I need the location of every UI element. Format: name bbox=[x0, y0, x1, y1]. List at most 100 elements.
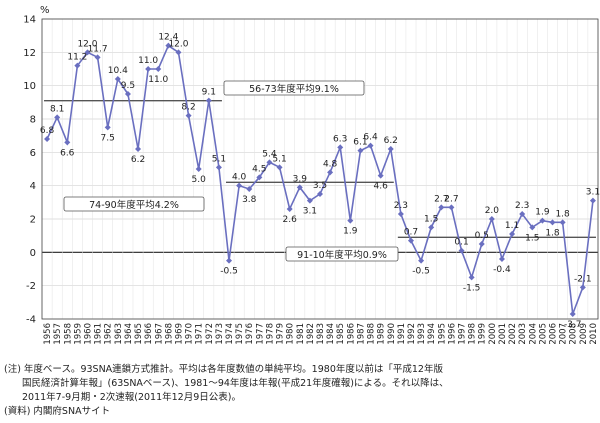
data-point bbox=[246, 186, 253, 192]
note-line-2: 国民経済計算年報」(63SNAベース)、1981～94年度は年報(平成21年度確… bbox=[22, 378, 449, 389]
data-point bbox=[226, 257, 233, 264]
data-point bbox=[589, 197, 596, 204]
x-tick-label: 1975 bbox=[235, 323, 245, 345]
y-axis-unit-label: % bbox=[40, 5, 50, 16]
axes: -4 -2 0 2 4 6 8 10 12 14 bbox=[23, 15, 599, 326]
data-point bbox=[468, 274, 475, 281]
x-tick-label: 1981 bbox=[296, 323, 306, 345]
x-tick-label: 1995 bbox=[437, 323, 447, 345]
data-point bbox=[276, 164, 283, 171]
x-tick-label: 1991 bbox=[397, 323, 407, 345]
x-tick-label: 2009 bbox=[579, 323, 589, 345]
x-tick-label: 2005 bbox=[538, 323, 548, 345]
note-line-3: 2011年7-9月期・2次速報(2011年12月9日公表)。 bbox=[22, 392, 241, 403]
y-tick-label: 0 bbox=[30, 248, 36, 259]
x-tick-label: 1979 bbox=[276, 323, 286, 345]
data-point bbox=[357, 147, 364, 154]
data-label: 1.5 bbox=[525, 233, 539, 243]
data-label: 6.2 bbox=[131, 155, 145, 165]
data-label: 4.6 bbox=[373, 182, 388, 192]
x-tick-label: 1972 bbox=[205, 323, 215, 345]
x-tick-label: 1976 bbox=[245, 323, 255, 345]
data-point bbox=[569, 311, 576, 317]
data-point bbox=[74, 62, 81, 69]
data-label: 0.5 bbox=[475, 231, 489, 241]
x-tick-label: 1956 bbox=[43, 323, 53, 345]
data-point bbox=[44, 136, 51, 142]
data-label: 1.8 bbox=[545, 228, 560, 238]
x-tick-label: 1970 bbox=[185, 323, 195, 345]
x-tick-label: 1971 bbox=[195, 323, 205, 345]
x-tick-labels: 1956 1957 1958 1959 1960 1961 1962 1963 1964 1965… bbox=[43, 323, 599, 345]
y-tick-label: 8 bbox=[30, 115, 36, 126]
x-tick-label: 2003 bbox=[518, 323, 528, 345]
data-label: 11.0 bbox=[148, 75, 168, 85]
data-label: 6.4 bbox=[363, 133, 378, 143]
data-label: 11.0 bbox=[138, 56, 158, 66]
y-tick-label: 2 bbox=[30, 215, 36, 226]
data-label: 6.3 bbox=[333, 134, 347, 144]
x-tick-label: 2010 bbox=[589, 323, 599, 345]
data-label: 1.5 bbox=[424, 214, 438, 224]
x-tick-label: 1993 bbox=[417, 323, 427, 345]
data-point bbox=[165, 42, 172, 49]
x-tick-label: 1990 bbox=[387, 323, 397, 345]
data-point bbox=[215, 164, 222, 171]
data-label: 5.4 bbox=[262, 149, 277, 159]
data-label: 2.3 bbox=[394, 201, 408, 211]
data-point bbox=[428, 224, 435, 231]
data-label: 12.0 bbox=[77, 39, 97, 49]
x-tick-label: 1982 bbox=[306, 323, 316, 345]
data-label: 9.5 bbox=[121, 81, 135, 91]
x-tick-label: 1987 bbox=[356, 323, 366, 345]
y-tick-label: 12 bbox=[23, 48, 36, 59]
average-callout-box bbox=[63, 196, 205, 212]
x-tick-label: 1960 bbox=[83, 323, 93, 345]
average-label: 91-10年度平均0.9% bbox=[297, 249, 387, 261]
x-tick-label: 2007 bbox=[559, 323, 569, 345]
data-point bbox=[529, 224, 536, 231]
grid bbox=[41, 18, 599, 320]
data-label: 5.1 bbox=[272, 154, 286, 164]
data-point bbox=[296, 184, 303, 191]
x-tick-label: 1984 bbox=[326, 323, 336, 345]
y-tick-label: 10 bbox=[23, 81, 36, 92]
x-tick-label: 1992 bbox=[407, 323, 417, 345]
y-tick-label: -4 bbox=[26, 315, 36, 326]
average-lines: 56-73年度平均9.1% 74-90年度平均4.2% 91-10年度平均0.9% bbox=[44, 80, 596, 262]
x-tick-label: 1994 bbox=[427, 323, 437, 345]
data-label: 5.0 bbox=[192, 175, 207, 185]
x-tick-label: 1978 bbox=[265, 323, 275, 345]
x-tick-label: 2002 bbox=[508, 323, 518, 345]
data-point bbox=[509, 231, 516, 237]
x-tick-label: 1962 bbox=[104, 323, 114, 345]
data-point bbox=[266, 159, 273, 166]
average-label: 56-73年度平均9.1% bbox=[249, 83, 339, 95]
x-tick-label: 2000 bbox=[488, 323, 498, 345]
x-tick-label: 1988 bbox=[367, 323, 377, 345]
data-label: 3.1 bbox=[303, 207, 317, 217]
data-label: 1.8 bbox=[555, 209, 570, 219]
data-point bbox=[114, 76, 121, 82]
x-tick-label: 1998 bbox=[468, 323, 478, 345]
x-tick-label: 1996 bbox=[447, 323, 457, 345]
data-label: 4.0 bbox=[232, 173, 247, 183]
data-label: -0.5 bbox=[220, 267, 238, 277]
data-label: -1.5 bbox=[463, 283, 481, 293]
data-point bbox=[64, 139, 71, 146]
data-point bbox=[286, 206, 293, 212]
data-label: 1.9 bbox=[343, 227, 358, 237]
plot-frame bbox=[41, 18, 599, 320]
x-tick-label: 1965 bbox=[134, 323, 144, 345]
data-point bbox=[347, 217, 354, 224]
data-label: 4.5 bbox=[252, 164, 266, 174]
x-tick-label: 1963 bbox=[114, 323, 124, 345]
data-label: 5.1 bbox=[212, 154, 226, 164]
x-tick-label: 1959 bbox=[73, 323, 83, 345]
x-tick-label: 1989 bbox=[377, 323, 387, 345]
data-label: 6.8 bbox=[40, 126, 55, 136]
x-tick-label: 1974 bbox=[225, 323, 235, 345]
data-label: -2.1 bbox=[574, 274, 592, 284]
data-point bbox=[327, 169, 334, 176]
